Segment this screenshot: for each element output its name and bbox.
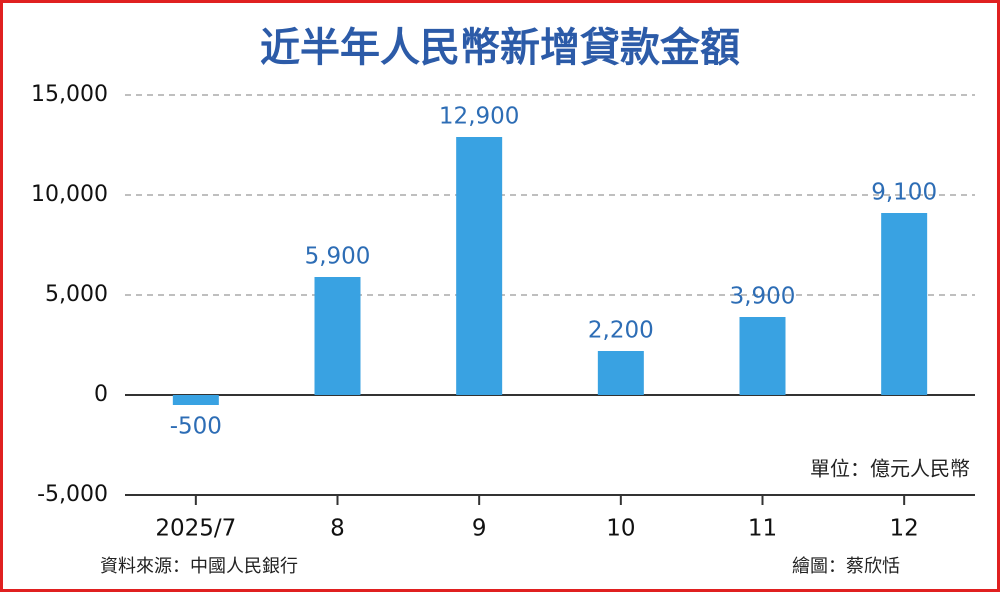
x-tick-label: 10 xyxy=(606,516,635,542)
x-tick-label: 8 xyxy=(330,516,345,542)
y-tick-label: 5,000 xyxy=(45,282,108,307)
chart-title: 近半年人民幣新增貸款金額 xyxy=(260,25,740,71)
x-tick-label: 9 xyxy=(472,516,487,542)
bar xyxy=(597,351,644,395)
value-label: 12,900 xyxy=(439,104,519,130)
x-tick-label: 11 xyxy=(748,516,777,542)
y-tick-label: 0 xyxy=(94,382,108,407)
value-label: 9,100 xyxy=(871,180,937,206)
bar xyxy=(881,213,928,395)
y-tick-label: -5,000 xyxy=(37,482,108,507)
value-label: 5,900 xyxy=(305,244,371,270)
unit-note: 單位：億元人民幣 xyxy=(810,457,970,481)
source: 資料來源：中國人民銀行 xyxy=(100,556,298,577)
bar xyxy=(456,137,503,395)
x-tick-label: 12 xyxy=(890,516,919,542)
bar xyxy=(739,317,786,395)
credit: 繪圖：蔡欣恬 xyxy=(792,556,900,577)
value-label: 2,200 xyxy=(588,318,654,344)
x-tick-label: 2025/7 xyxy=(155,516,236,542)
y-tick-label: 10,000 xyxy=(31,182,108,207)
value-label: 3,900 xyxy=(730,284,796,310)
bar xyxy=(314,277,361,395)
bar xyxy=(172,395,219,405)
y-tick-label: 15,000 xyxy=(31,82,108,107)
value-label: -500 xyxy=(170,414,222,440)
